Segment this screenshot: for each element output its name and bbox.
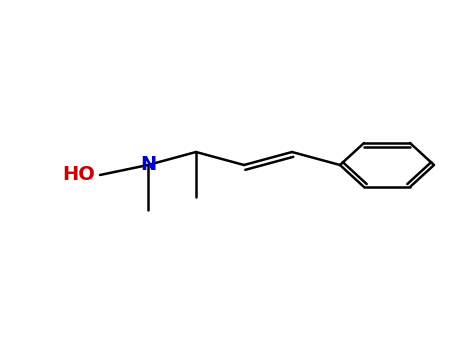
Text: N: N [140,155,156,175]
Text: HO: HO [62,166,95,184]
